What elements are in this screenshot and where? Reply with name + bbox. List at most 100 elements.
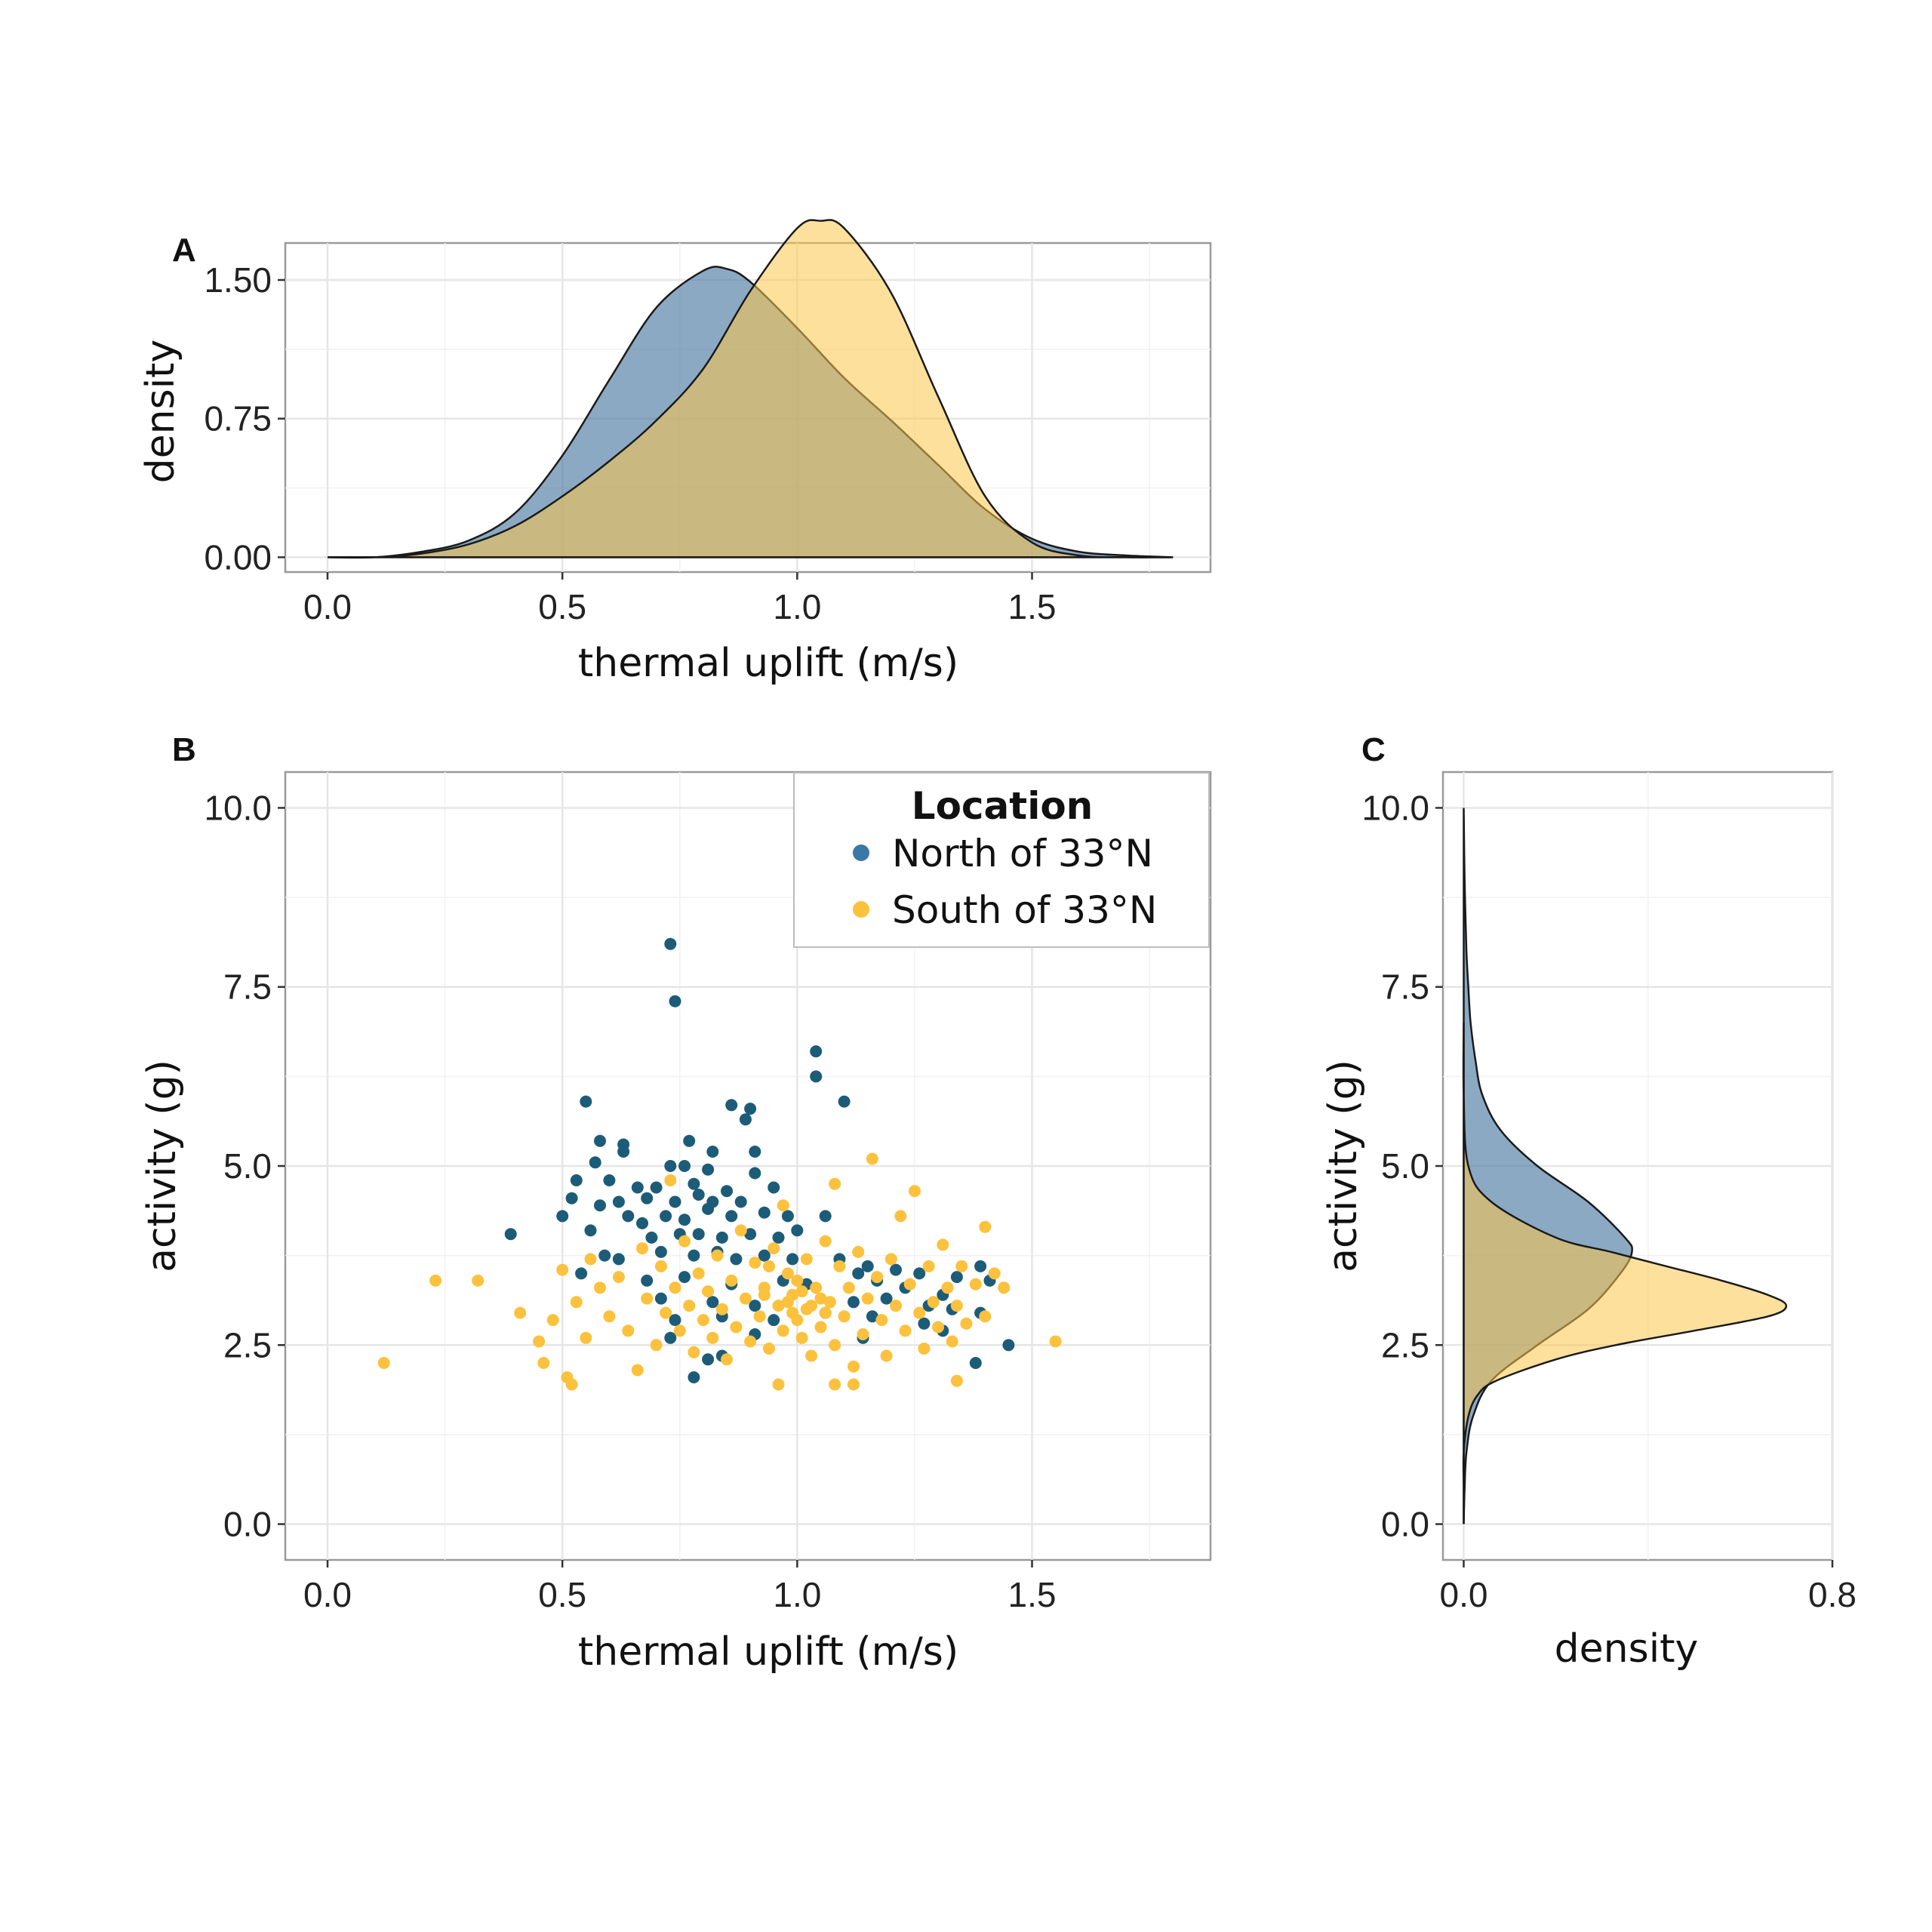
scatter-point-south [979,1310,992,1323]
scatter-point-south [913,1306,926,1319]
scatter-point-south [950,1374,963,1387]
y-tick-label: 7.5 [223,968,272,1007]
scatter-point-north [556,1210,569,1223]
scatter-point-south [429,1274,442,1287]
scatter-point-north [660,1210,672,1223]
scatter-point-south [795,1331,808,1344]
y-tick-label: 2.5 [1381,1325,1429,1364]
scatter-point-south [584,1253,597,1266]
scatter-point-south [763,1260,775,1272]
scatter-point-north [678,1271,691,1284]
scatter-point-south [955,1260,968,1272]
scatter-point-south [842,1281,855,1294]
scatter-point-north [688,1371,700,1383]
scatter-point-north [880,1292,893,1305]
scatter-point-south [514,1306,527,1319]
scatter-point-south [631,1364,644,1377]
scatter-point-south [1049,1335,1062,1348]
scatter-point-south [819,1235,832,1247]
scatter-point-north [664,1160,677,1172]
legend-title: Location [912,784,1094,828]
scatter-point-north [594,1134,606,1147]
scatter-point-north [730,1253,743,1266]
scatter-point-north [688,1249,700,1262]
scatter-point-south [678,1235,691,1247]
y-tick-label: 10.0 [1361,788,1429,827]
scatter-point-south [969,1278,982,1291]
scatter-point-south [570,1296,583,1309]
scatter-point-north [749,1300,761,1312]
legend-label-north: North of 33°N [892,832,1153,875]
scatter-point-south [880,1349,893,1362]
scatter-point-north [504,1228,517,1241]
scatter-point-north [636,1217,648,1229]
x-tick-label: 1.0 [773,587,821,626]
scatter-point-south [941,1281,954,1294]
y-axis-title-b: activity (g) [140,1060,185,1272]
scatter-point-north [749,1167,761,1180]
scatter-point-south [594,1281,606,1294]
y-tick-label: 0.0 [1381,1505,1429,1544]
legend-key-north [853,844,869,861]
x-tick-label: 0.0 [1440,1575,1488,1614]
scatter-point-south [829,1378,841,1391]
scatter-point-south [908,1185,921,1198]
scatter-point-north [575,1267,588,1280]
scatter-point-south [763,1343,775,1355]
scatter-point-north [654,1245,667,1258]
scatter-point-south [533,1335,546,1348]
scatter-point-north [641,1274,654,1287]
scatter-point-north [702,1353,715,1366]
scatter-point-south [805,1300,817,1312]
scatter-point-north [768,1314,780,1327]
scatter-point-north [861,1260,874,1272]
scatter-point-north [669,995,681,1008]
panel-letter-b: B [172,731,196,768]
scatter-point-south [622,1324,635,1337]
scatter-point-south [537,1357,550,1369]
scatter-point-south [377,1357,390,1369]
scatter-point-north [786,1253,799,1266]
scatter-point-north [810,1070,823,1083]
scatter-point-south [829,1177,841,1190]
scatter-point-south [805,1349,817,1362]
scatter-point-south [683,1300,696,1312]
scatter-point-south [838,1310,851,1323]
scatter-point-north [913,1267,926,1280]
scatter-point-south [800,1253,813,1266]
y-tick-label: 0.00 [204,537,272,577]
scatter-point-north [584,1224,597,1237]
scatter-point-south [819,1306,832,1319]
scatter-point-north [918,1317,931,1330]
scatter-point-north [617,1146,630,1158]
scatter-point-south [546,1314,559,1327]
scatter-point-north [692,1228,705,1241]
scatter-point-north [974,1260,987,1272]
y-tick-label: 0.75 [204,399,272,438]
panel-c: C 0.0 0.8 0.0 2.5 5.0 7.5 10.0 density activi… [1321,731,1857,1672]
scatter-point-south [857,1328,869,1340]
scatter-point-south [922,1260,935,1272]
scatter-point-south [768,1242,780,1255]
scatter-points-b [377,937,1062,1391]
scatter-point-north [702,1163,715,1176]
scatter-point-south [918,1343,931,1355]
scatter-point-north [678,1160,691,1172]
scatter-point-north [890,1263,902,1276]
scatter-point-north [612,1195,625,1208]
scatter-point-south [711,1249,724,1262]
scatter-point-north [768,1181,780,1194]
scatter-point-south [697,1314,709,1327]
scatter-point-south [781,1267,794,1280]
scatter-point-north [725,1210,738,1223]
scatter-point-south [960,1317,973,1330]
scatter-point-south [612,1271,625,1284]
legend-label-south: South of 33°N [892,888,1157,932]
scatter-point-south [861,1292,874,1305]
scatter-point-south [556,1263,569,1276]
scatter-point-north [622,1210,635,1223]
x-axis-c: 0.0 0.8 [1440,1560,1857,1614]
scatter-point-south [734,1224,747,1237]
y-tick-label: 7.5 [1381,968,1429,1007]
scatter-point-south [927,1296,940,1309]
